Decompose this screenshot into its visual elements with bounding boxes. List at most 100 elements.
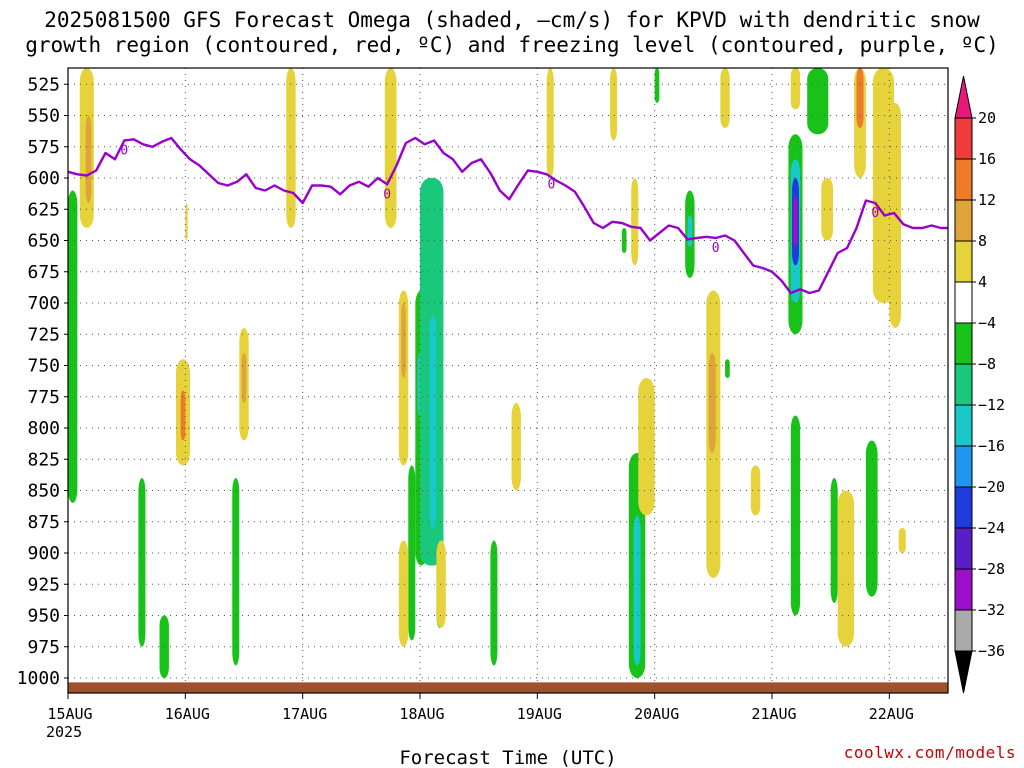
chart-title-line-2: growth region (contoured, red, ºC) and f…: [25, 33, 999, 57]
x-tick-label-2: 17AUG: [282, 705, 327, 723]
omega-shading-31: [638, 378, 655, 516]
colorbar-bin-8: [954, 445, 973, 488]
colorbar-label-0: 20: [978, 109, 996, 127]
omega-shading-12: [384, 68, 397, 228]
colorbar-bin-12: [954, 609, 973, 652]
omega-shading-8: [232, 478, 240, 666]
y-tick-label-7: 700: [27, 293, 60, 314]
freezing-level-label-4: 0: [871, 206, 879, 221]
y-tick-label-19: 1000: [17, 668, 60, 689]
colorbar-bin-5: [954, 322, 973, 365]
y-tick-label-15: 900: [27, 543, 60, 564]
colorbar-bin-10: [954, 527, 973, 570]
colorbar-label-2: 12: [978, 191, 996, 209]
y-tick-label-8: 725: [27, 324, 60, 345]
colorbar-label-13: −36: [978, 642, 1005, 660]
y-tick-label-1: 550: [27, 106, 60, 127]
plot-area: 0 0 0 0 0: [67, 68, 948, 693]
freezing-level-label-2: 0: [547, 177, 555, 192]
omega-shading-27: [621, 228, 627, 253]
y-tick-label-10: 775: [27, 387, 60, 408]
colorbar-label-4: 4: [978, 273, 987, 291]
omega-shading-53: [872, 68, 895, 303]
omega-shading-15: [408, 465, 416, 641]
omega-shading-3: [138, 478, 146, 647]
omega-shading-21: [398, 540, 409, 647]
x-tick-label-6: 21AUG: [751, 705, 796, 723]
colorbar-top-arrow: [954, 75, 973, 119]
x-tick-label-0: 15AUG: [47, 705, 92, 723]
colorbar-bin-0: [954, 117, 973, 160]
y-tick-label-0: 525: [27, 74, 60, 95]
omega-shading-37: [720, 68, 730, 128]
omega-shading-24: [511, 403, 521, 491]
x-axis-label: Forecast Time (UTC): [399, 747, 616, 768]
colorbar-label-12: −32: [978, 601, 1005, 619]
colorbar-bin-1: [954, 158, 973, 201]
omega-shading-10: [241, 353, 247, 403]
colorbar-label-3: 8: [978, 232, 987, 250]
omega-shading-47: [821, 178, 834, 241]
colorbar-bin-6: [954, 363, 973, 406]
omega-shading-34: [687, 215, 693, 247]
freezing-level-line: [67, 136, 948, 295]
x-tick-label-7: 22AUG: [869, 705, 914, 723]
y-tick-label-3: 600: [27, 168, 60, 189]
omega-shading-6: [180, 390, 186, 441]
omega-shading-46: [807, 68, 829, 135]
colorbar-bin-4: [954, 281, 973, 324]
omega-shading-49: [837, 490, 855, 647]
plot-background: [68, 68, 948, 693]
omega-shading-52: [865, 440, 878, 597]
omega-shading-32: [654, 68, 660, 103]
y-tick-label-12: 825: [27, 449, 60, 470]
y-tick-label-5: 650: [27, 231, 60, 252]
colorbar-label-8: −16: [978, 437, 1005, 455]
omega-shading-48: [830, 478, 838, 603]
freezing-level-label-0: 0: [120, 144, 128, 159]
credit-link[interactable]: coolwx.com/models: [843, 743, 1016, 762]
colorbar-label-6: −8: [978, 355, 996, 373]
colorbar-bin-2: [954, 199, 973, 242]
freezing-level-label-1: 0: [383, 187, 391, 202]
y-tick-label-14: 875: [27, 512, 60, 533]
colorbar: 20 16 12 8 4 −4 −8 −12 −16 −20 −24 −28 −32 −36: [954, 75, 1005, 694]
y-tick-label-13: 850: [27, 481, 60, 502]
omega-shading-14: [401, 303, 406, 378]
colorbar-label-5: −4: [978, 314, 996, 332]
y-tick-label-2: 575: [27, 137, 60, 158]
y-tick-label-18: 975: [27, 637, 60, 658]
colorbar-label-10: −24: [978, 519, 1005, 537]
x-tick-label-4: 19AUG: [517, 705, 562, 723]
colorbar-label-11: −28: [978, 560, 1005, 578]
y-tick-label-9: 750: [27, 356, 60, 377]
omega-shading-28: [631, 178, 639, 266]
x-tick-label-5: 20AUG: [634, 705, 679, 723]
axes: 525 550 575 600 625 650 675 700 725 750 775 800 825 8…: [17, 67, 949, 741]
colorbar-bin-9: [954, 486, 973, 529]
omega-shading-38: [725, 359, 730, 378]
omega-shading-51: [856, 68, 864, 128]
colorbar-bin-7: [954, 404, 973, 447]
freezing-level-label-3: 0: [712, 241, 720, 256]
colorbar-label-1: 16: [978, 150, 996, 168]
omega-shading-7: [185, 203, 188, 241]
omega-shading-0: [68, 190, 78, 503]
omega-shading-36: [708, 353, 716, 453]
colorbar-bin-3: [954, 240, 973, 283]
omega-shading-55: [898, 528, 906, 553]
omega-shading-23: [490, 540, 498, 666]
colorbar-bottom-arrow: [954, 650, 973, 694]
omega-shading-30: [633, 515, 641, 666]
omega-shading-25: [546, 68, 554, 178]
x-tick-label-1: 16AUG: [165, 705, 210, 723]
omega-shading-11: [286, 68, 296, 228]
omega-shading-43: [793, 196, 798, 247]
x-tick-label-3: 18AUG: [399, 705, 444, 723]
omega-shading-26: [610, 68, 618, 141]
colorbar-bin-11: [954, 568, 973, 611]
x-tick-sublabel-0: 2025: [46, 723, 82, 741]
y-tick-label-11: 800: [27, 418, 60, 439]
omega-shading-2: [85, 115, 92, 203]
